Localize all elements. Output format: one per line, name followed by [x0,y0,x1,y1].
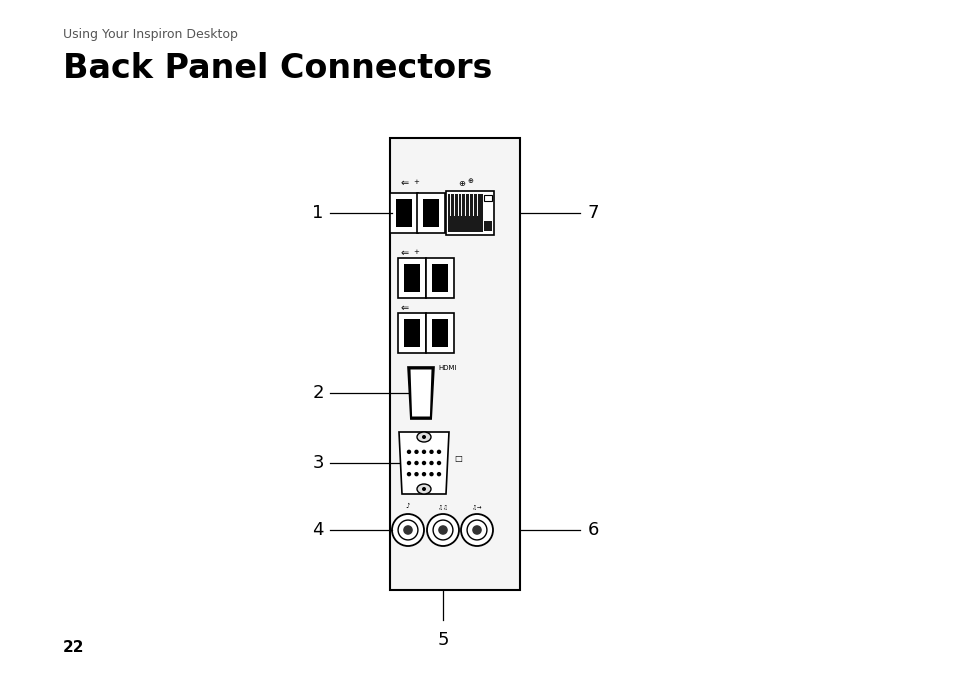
Bar [426,258,454,298]
Circle shape [429,461,434,465]
Circle shape [467,520,486,540]
Circle shape [427,514,458,546]
Text: ♫♫: ♫♫ [437,504,447,509]
Polygon shape [410,370,431,416]
Text: Back Panel Connectors: Back Panel Connectors [63,52,492,85]
Bar [390,138,519,590]
Text: 22: 22 [63,640,85,655]
Bar [431,319,448,347]
Circle shape [433,520,453,540]
Bar [397,313,426,353]
Bar [403,319,420,347]
Text: ⇐: ⇐ [400,248,409,258]
Bar [395,198,412,227]
Bar [397,258,426,298]
Circle shape [421,461,426,465]
Circle shape [436,461,440,465]
Circle shape [406,472,411,477]
Text: Using Your Inspiron Desktop: Using Your Inspiron Desktop [63,28,237,41]
Circle shape [421,435,426,439]
Circle shape [421,450,426,454]
Text: +: + [413,179,418,185]
Circle shape [421,487,426,491]
Text: 5: 5 [436,631,448,649]
Bar [483,221,492,231]
Circle shape [437,525,447,535]
Text: ♫→: ♫→ [472,504,481,509]
Bar [390,193,417,233]
Circle shape [392,514,423,546]
Circle shape [460,514,493,546]
Bar [403,263,420,292]
Circle shape [429,472,434,477]
Circle shape [414,450,418,454]
Text: ⊕: ⊕ [458,179,465,188]
Circle shape [403,525,413,535]
Text: +: + [413,249,418,255]
Circle shape [421,472,426,477]
Circle shape [397,520,417,540]
Text: 6: 6 [587,521,598,539]
Circle shape [414,472,418,477]
Text: 3: 3 [312,454,323,472]
Circle shape [406,461,411,465]
Circle shape [406,450,411,454]
Circle shape [436,472,440,477]
Text: □: □ [454,454,461,462]
Bar [483,195,492,201]
Text: HDMI: HDMI [437,365,456,371]
Bar [448,194,482,232]
Bar [416,193,444,233]
Circle shape [429,450,434,454]
Ellipse shape [416,432,431,442]
Ellipse shape [416,484,431,494]
Text: 4: 4 [312,521,323,539]
Circle shape [414,461,418,465]
Circle shape [472,525,481,535]
Text: ⊕: ⊕ [467,178,473,184]
Text: ⇐: ⇐ [400,178,409,188]
Text: 7: 7 [587,204,598,222]
Polygon shape [398,432,449,494]
Text: ⇐: ⇐ [400,303,409,313]
Text: 2: 2 [312,384,323,402]
Text: ♪: ♪ [405,503,410,509]
Circle shape [436,450,440,454]
Bar [431,263,448,292]
Polygon shape [408,367,434,419]
Bar [446,191,494,235]
Bar [426,313,454,353]
Bar [422,198,439,227]
Text: 1: 1 [312,204,323,222]
